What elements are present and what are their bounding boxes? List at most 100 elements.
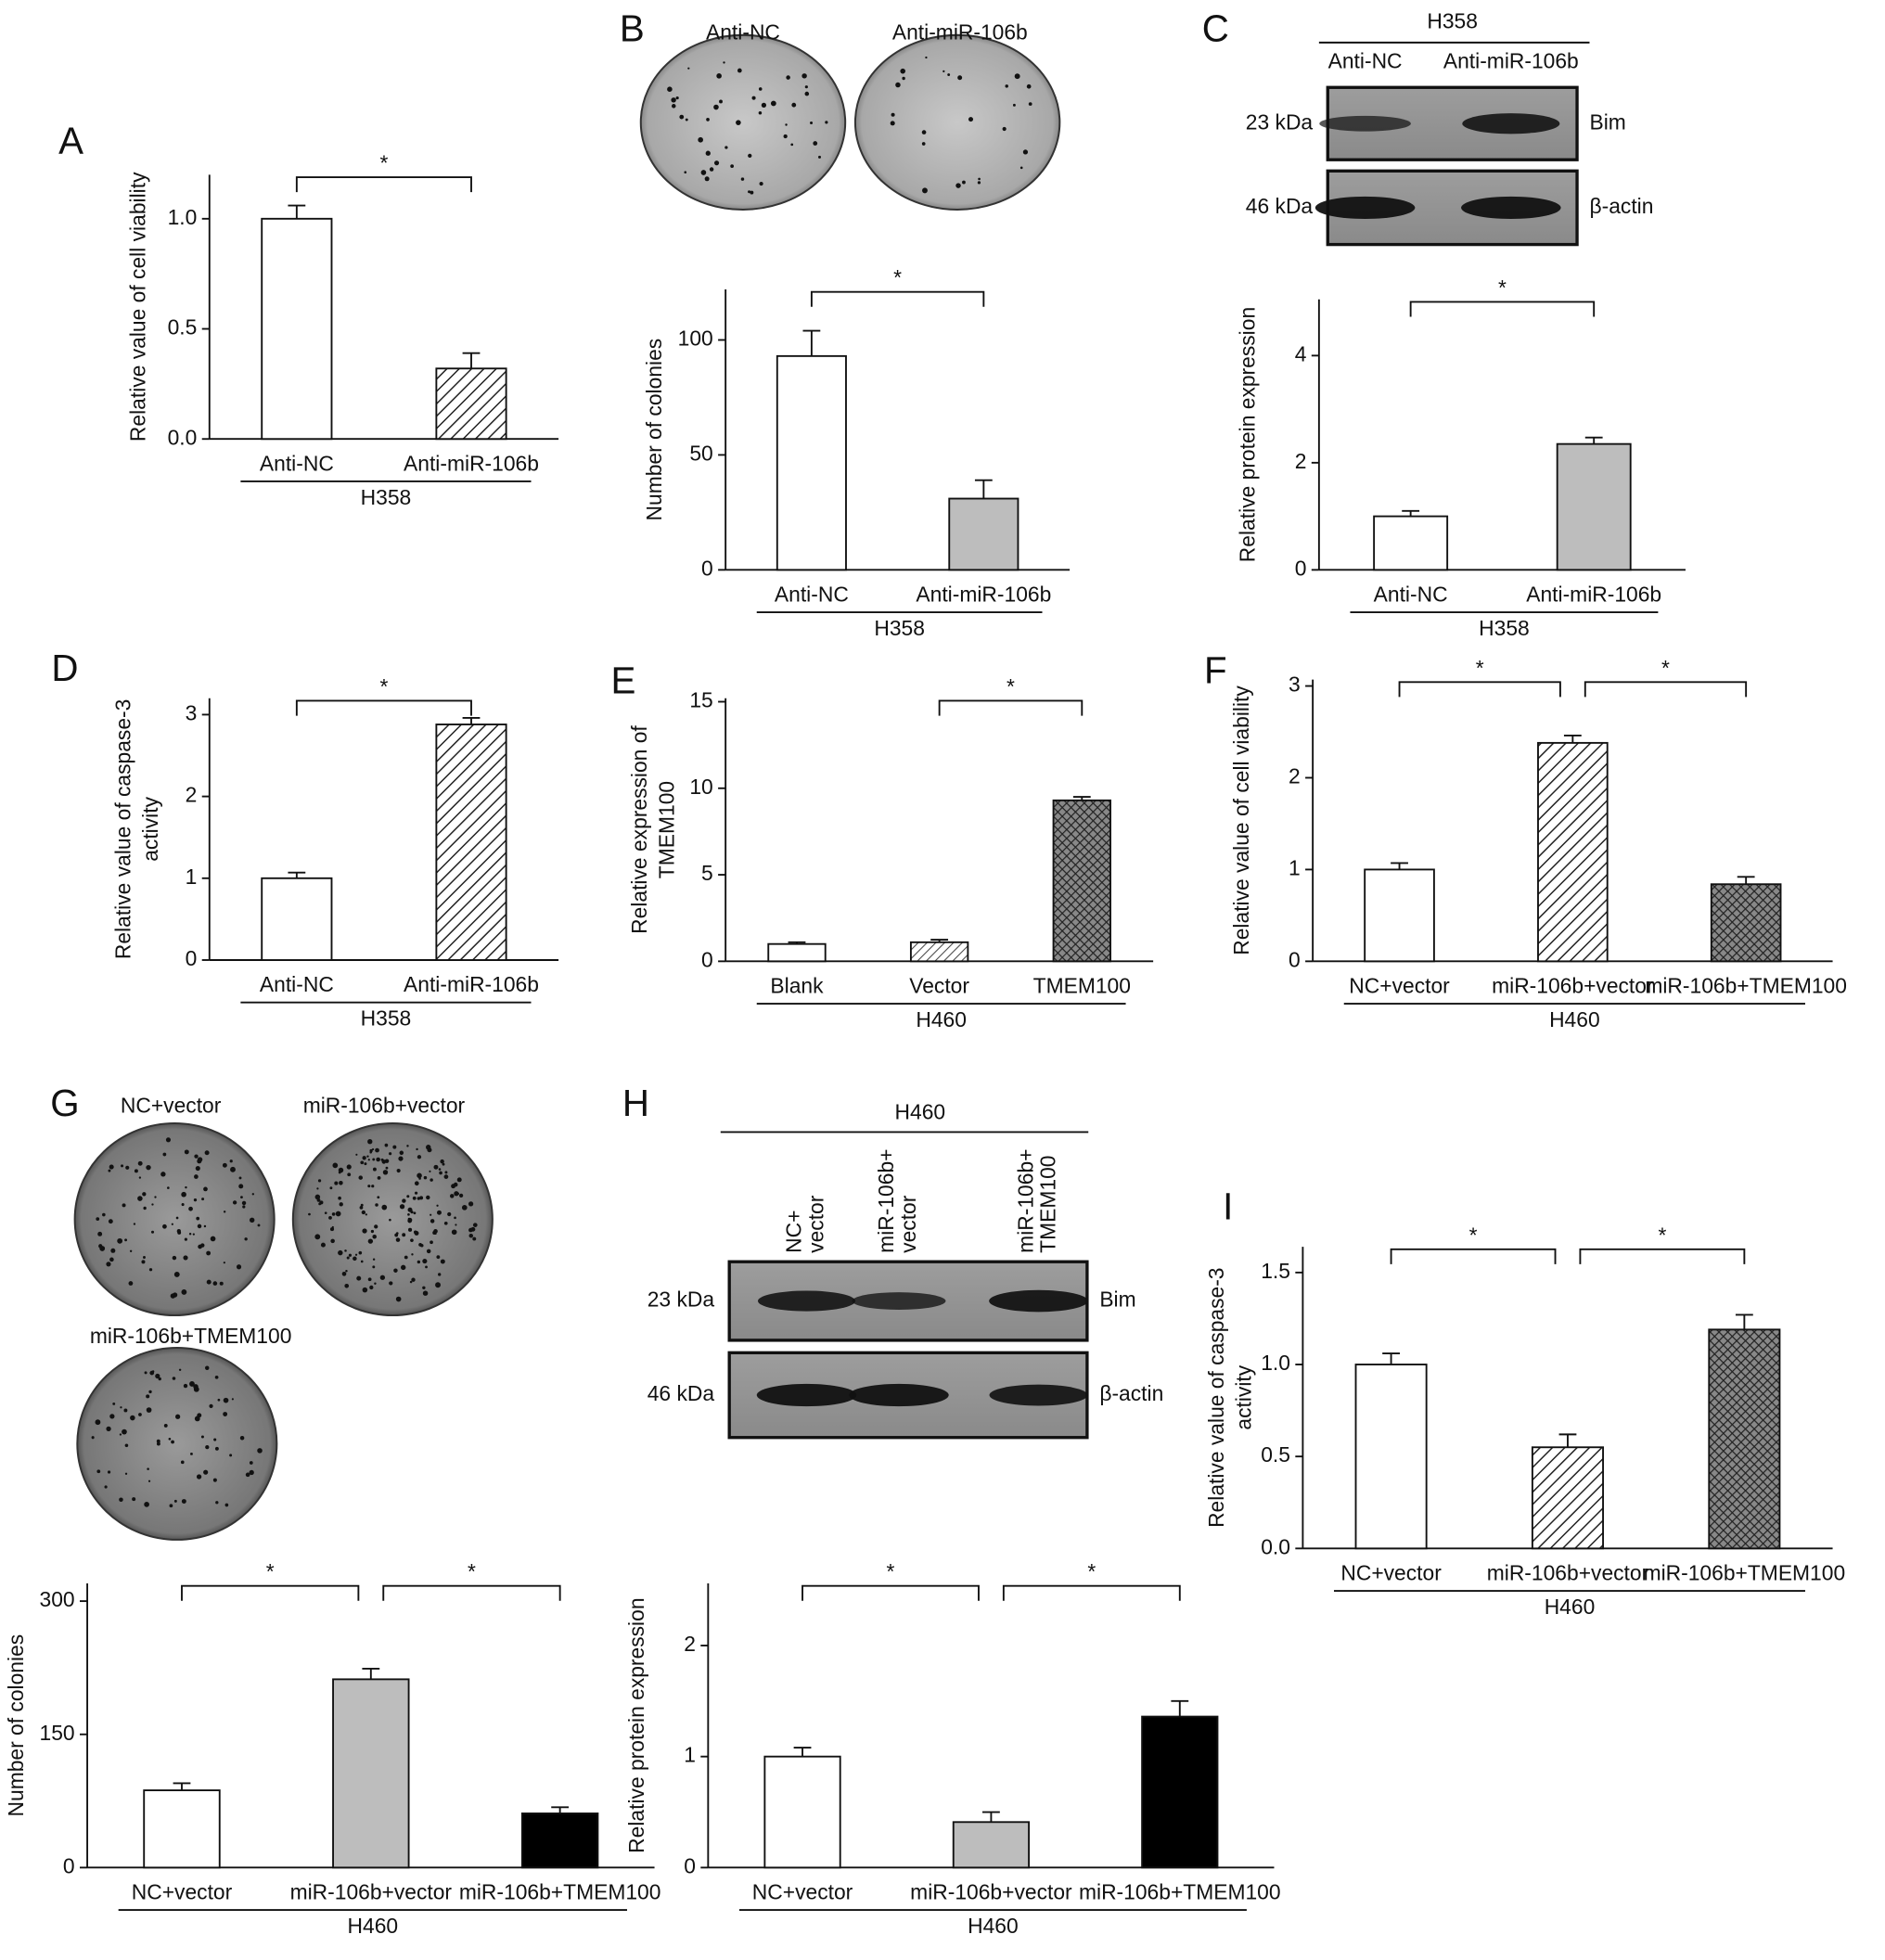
colony [162, 1152, 167, 1157]
y-tick-label: 0 [684, 1853, 696, 1877]
blot-band [989, 1289, 1088, 1313]
blot-band [757, 1290, 856, 1312]
colony [329, 1227, 335, 1232]
y-tick-label: 2 [186, 783, 198, 807]
colony [420, 1244, 424, 1248]
colony [149, 1370, 155, 1376]
colony [107, 1470, 111, 1474]
colony [345, 1269, 348, 1273]
colony [195, 1165, 200, 1172]
colony [375, 1203, 378, 1207]
colony [181, 1289, 187, 1295]
colony [117, 1237, 123, 1244]
colony [925, 56, 928, 59]
significance-label: * [266, 1559, 275, 1583]
colony [436, 1210, 442, 1215]
colony [418, 1177, 421, 1180]
colony [339, 1202, 343, 1207]
colony [406, 1145, 409, 1147]
colony [358, 1175, 363, 1180]
colony [193, 1384, 199, 1390]
colony [384, 1143, 389, 1147]
colony [223, 1397, 229, 1403]
bar [261, 877, 333, 961]
colony [459, 1193, 464, 1198]
plate-label: miR-106b+TMEM100 [90, 1324, 292, 1348]
bar [1531, 1446, 1604, 1550]
colony [146, 1407, 152, 1413]
significance-label: * [1658, 1223, 1666, 1247]
colony [346, 1164, 352, 1170]
colony [371, 1147, 375, 1151]
colony [308, 1212, 311, 1216]
colony [217, 1398, 221, 1402]
colony [249, 1469, 254, 1476]
colony [468, 1233, 474, 1238]
colony [122, 1428, 127, 1435]
x-tick-label: Anti-NC [260, 451, 334, 475]
colony [372, 1167, 377, 1172]
y-axis-label: Relative protein expression [1236, 307, 1260, 562]
y-tick-label: 4 [1295, 341, 1307, 365]
colony [394, 1233, 399, 1237]
y-tick-label: 10 [689, 775, 712, 799]
plate-label: Anti-NC [706, 19, 780, 44]
colony [194, 1154, 199, 1159]
colony [91, 1436, 95, 1440]
colony [162, 1223, 167, 1229]
colony [900, 68, 906, 74]
blot-band [1461, 196, 1561, 220]
colony [671, 97, 676, 103]
colony [399, 1204, 405, 1210]
colony [128, 1281, 134, 1286]
bar [143, 1789, 221, 1869]
colony [138, 1176, 142, 1179]
significance-label: * [1087, 1559, 1096, 1583]
bar [1710, 883, 1782, 963]
bar [952, 1821, 1031, 1869]
colony [203, 1224, 207, 1228]
panel-letter: E [611, 660, 636, 701]
colony [750, 190, 754, 195]
colony [375, 1147, 379, 1153]
significance-bracket [1409, 301, 1596, 317]
colony [362, 1287, 368, 1293]
y-tick-label: 1 [186, 865, 198, 889]
y-tick-label: 2 [1295, 449, 1307, 473]
colony [698, 136, 703, 143]
colony [130, 1415, 135, 1421]
blot-group: H460 [895, 1099, 946, 1123]
colony [422, 1290, 429, 1296]
bar [261, 217, 333, 441]
plate-label: NC+vector [121, 1094, 222, 1118]
colony [335, 1211, 341, 1217]
colony [759, 182, 763, 186]
colony [109, 1164, 114, 1170]
x-tick-label: Anti-miR-106b [916, 583, 1051, 607]
lane-label: Anti-miR-106b [1443, 48, 1579, 72]
colony [1022, 149, 1029, 155]
y-tick-label: 0 [186, 946, 198, 970]
blot-band [1319, 115, 1411, 132]
x-tick-label: miR-106b+vector [290, 1880, 453, 1904]
colony [180, 1460, 185, 1465]
x-tick-label: Vector [909, 974, 969, 998]
colony [456, 1177, 462, 1183]
colony [406, 1195, 410, 1198]
colony [367, 1277, 372, 1282]
significance-bracket [295, 176, 472, 193]
colony [185, 1185, 187, 1189]
y-axis-label: Relative value of caspase-3 [1204, 1267, 1228, 1527]
colony [108, 1219, 113, 1224]
culture-plate [853, 33, 1061, 211]
colony [433, 1164, 439, 1170]
blot-band [852, 1292, 946, 1310]
colony [173, 1499, 177, 1503]
colony [168, 1437, 172, 1441]
colony [344, 1249, 347, 1252]
colony [895, 82, 901, 88]
colony [223, 1211, 226, 1213]
colony [438, 1168, 442, 1171]
bar [1373, 515, 1449, 571]
colony [790, 143, 794, 147]
